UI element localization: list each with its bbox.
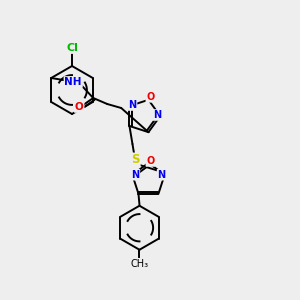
Text: N: N [128, 100, 136, 110]
Text: N: N [153, 110, 161, 120]
Text: O: O [75, 102, 84, 112]
Text: NH: NH [64, 77, 82, 87]
Text: Cl: Cl [66, 43, 78, 53]
Text: O: O [146, 156, 154, 166]
Text: O: O [146, 92, 154, 102]
Text: CH₃: CH₃ [130, 259, 148, 269]
Text: N: N [131, 170, 140, 180]
Text: S: S [131, 154, 140, 166]
Text: N: N [158, 170, 166, 180]
